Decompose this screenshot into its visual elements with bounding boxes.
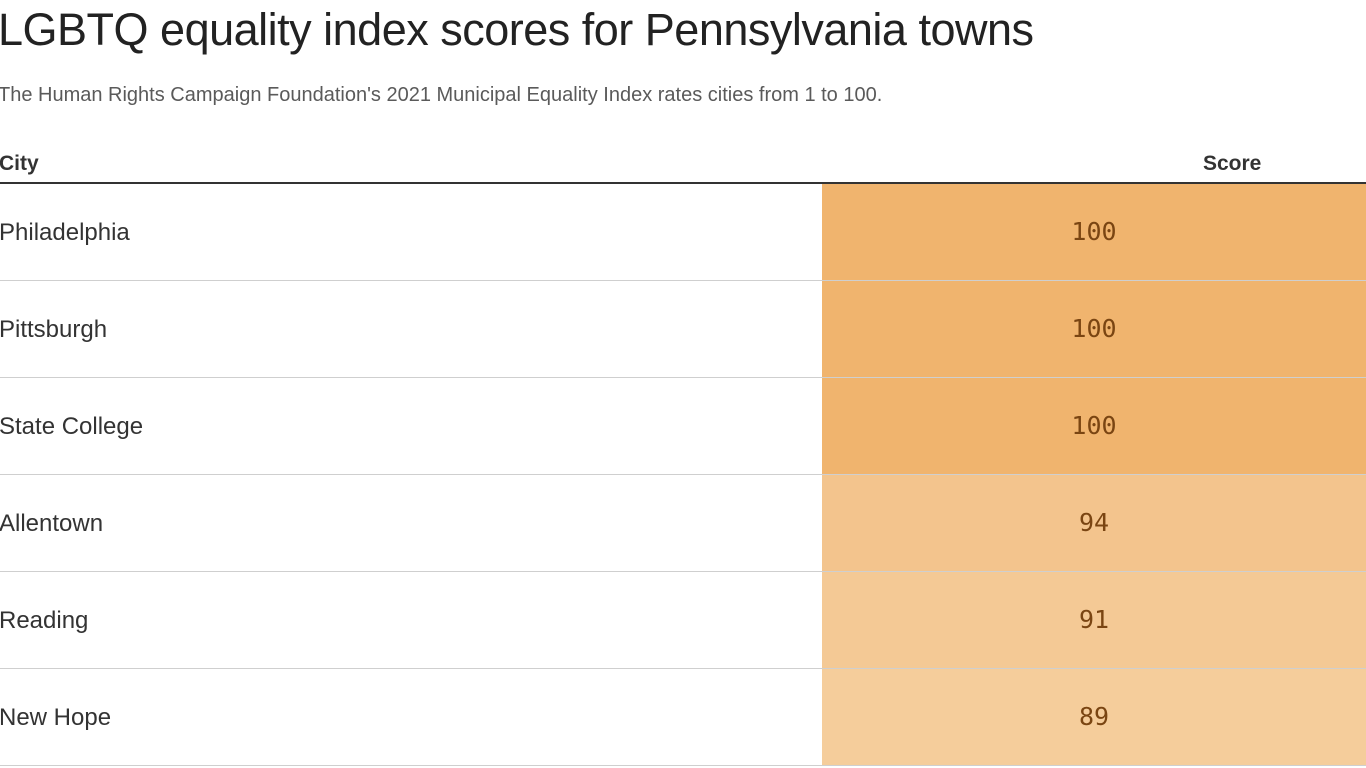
score-cell: 91 (822, 572, 1366, 668)
score-value: 100 (1071, 314, 1117, 343)
score-cell: 100 (822, 184, 1366, 280)
table-body: Philadelphia 100 Pittsburgh 100 State Colleg… (0, 184, 1366, 766)
city-cell: Reading (0, 607, 89, 634)
chart-title: LGBTQ equality index scores for Pennsylv… (0, 4, 1034, 55)
table-row: Philadelphia 100 (0, 184, 1366, 281)
score-column-header: Score (1203, 152, 1262, 175)
city-cell: New Hope (0, 704, 112, 731)
score-table: City Score Philadelphia 100 Pittsburgh 100 S… (0, 140, 1366, 766)
score-value: 100 (1071, 411, 1117, 440)
city-cell: Allentown (0, 510, 104, 537)
table-header-row: City Score (0, 140, 1366, 184)
score-value: 94 (1078, 508, 1110, 537)
table-row: State College 100 (0, 378, 1366, 475)
table-row: Reading 91 (0, 572, 1366, 669)
city-cell: Pittsburgh (0, 316, 108, 343)
score-cell: 100 (822, 378, 1366, 474)
table-row: Pittsburgh 100 (0, 281, 1366, 378)
score-cell: 100 (822, 281, 1366, 377)
score-cell: 94 (822, 475, 1366, 571)
chart-subtitle: The Human Rights Campaign Foundation's 2… (0, 84, 883, 106)
table-row: Allentown 94 (0, 475, 1366, 572)
score-value: 89 (1078, 702, 1110, 731)
score-value: 91 (1078, 605, 1110, 634)
city-cell: Philadelphia (0, 219, 130, 246)
city-cell: State College (0, 413, 144, 440)
table-row: New Hope 89 (0, 669, 1366, 766)
score-cell: 89 (822, 669, 1366, 765)
score-value: 100 (1071, 217, 1117, 246)
city-column-header: City (0, 152, 39, 175)
